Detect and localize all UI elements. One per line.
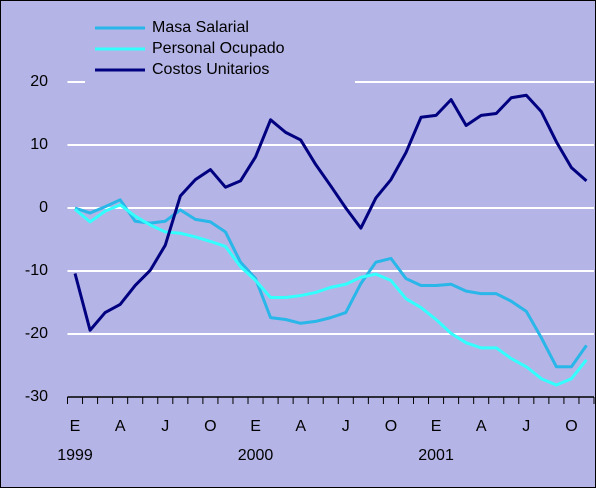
x-tick-label: O [204, 418, 216, 435]
series-line [74, 203, 588, 387]
x-tick-label: O [385, 418, 397, 435]
x-tick-label: O [565, 418, 577, 435]
legend-label: Masa Salarial [152, 19, 249, 36]
x-tick-label: A [476, 418, 487, 435]
series-line [74, 198, 588, 369]
x-tick-label: E [431, 418, 442, 435]
x-tick-label: J [161, 418, 169, 435]
legend-label: Costos Unitarios [152, 61, 269, 78]
year-label: 1999 [57, 447, 93, 464]
series-line [73, 93, 588, 332]
x-tick-label: J [342, 418, 350, 435]
x-tick-label: J [522, 418, 530, 435]
x-tick-label: E [250, 418, 261, 435]
y-tick-label: -10 [25, 262, 48, 279]
y-tick-label: 20 [30, 73, 48, 90]
y-tick-label: -20 [25, 325, 48, 342]
y-tick-label: 0 [39, 199, 48, 216]
year-label: 2001 [418, 447, 454, 464]
y-tick-label: 10 [30, 136, 48, 153]
x-tick-label: E [70, 418, 81, 435]
x-tick-label: A [115, 418, 126, 435]
year-label: 2000 [238, 447, 274, 464]
x-tick-label: A [295, 418, 306, 435]
legend-label: Personal Ocupado [152, 40, 285, 57]
y-tick-label: -30 [25, 388, 48, 405]
